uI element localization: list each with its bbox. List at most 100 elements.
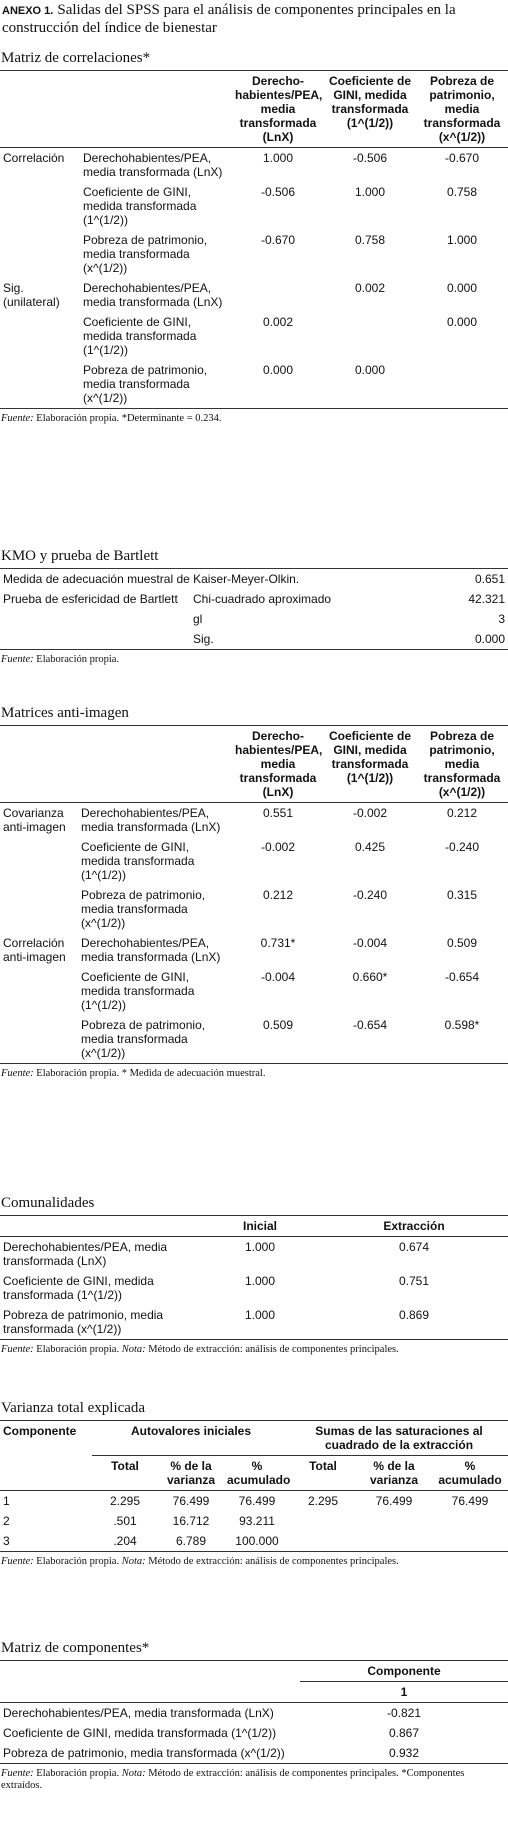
row-label: Correlación anti-imagen	[3, 936, 66, 964]
subcolumn-header: 1	[300, 1681, 508, 1703]
row-label: Coeficiente de GINI, medida transformada…	[81, 840, 195, 882]
footnote-source-label: Fuente:	[1, 1768, 34, 1779]
annex-title: Salidas del SPSS para el análisis de com…	[2, 2, 456, 36]
value-cell: 100.000	[224, 1531, 290, 1552]
value-cell: 1.000	[446, 233, 478, 247]
row-label	[0, 360, 80, 409]
table-section: Matrices anti-imagen Derecho-habientes/PE…	[0, 705, 508, 1084]
footnote-note-label: Nota:	[121, 1768, 146, 1779]
data-table: Derecho-habientes/PEA, media transformad…	[0, 726, 508, 1064]
footnote: Fuente: Elaboración propia. *Determinant…	[0, 409, 508, 429]
table-head: Componente 1	[0, 1661, 508, 1703]
footnote-source-label: Fuente:	[1, 654, 34, 665]
column-header: Autovalores iniciales	[92, 1421, 290, 1456]
column-header: Inicial	[200, 1216, 320, 1237]
table-row: 3.204 6.789 100.000	[0, 1531, 508, 1552]
value-cell: 0.651	[474, 572, 506, 586]
footnote-source: Elaboración propia. *Determinante = 0.23…	[36, 413, 222, 424]
footnote-source-label: Fuente:	[1, 1344, 34, 1355]
value-cell: 0.758	[354, 233, 386, 247]
value-cell: 0.212	[262, 888, 294, 902]
table-row: Sig. 0.000	[0, 629, 508, 650]
value-cell: 0.002	[354, 281, 386, 295]
subheader-row: Total% de la varianza% acumulado Total% d…	[0, 1455, 508, 1491]
table-body: 1 2.295 76.499 76.499 2.295 76.499 76.499 2 .501…	[0, 1491, 508, 1552]
footnote-source-label: Fuente:	[1, 413, 34, 424]
footnote: Fuente: Elaboración propia. Nota: Método…	[0, 1552, 508, 1572]
value-cell	[356, 1511, 432, 1531]
row-label: Derechohabientes/PEA, media transformada…	[81, 936, 221, 964]
table-row: Pobreza de patrimonio, media transformad…	[0, 1743, 508, 1764]
footnote-source-label: Fuente:	[1, 1068, 34, 1079]
subcolumn-header: % de la varianza	[356, 1455, 432, 1491]
value-cell: 0.869	[320, 1305, 508, 1340]
row-label: Pobreza de patrimonio, media transformad…	[78, 1015, 232, 1064]
table-head: Derecho-habientes/PEA, media transformad…	[0, 726, 508, 803]
value-cell: 0.425	[354, 840, 386, 854]
row-label: Sig.	[190, 629, 391, 650]
value-cell: 42.321	[468, 592, 506, 606]
table-row: Coeficiente de GINI, medida transformada…	[0, 312, 508, 360]
empty-header	[0, 71, 80, 148]
value-cell: 2	[3, 1514, 10, 1528]
table-body: Derechohabientes/PEA, media transformada…	[0, 1237, 508, 1340]
data-table: Componente Autovalores iniciales Sumas de …	[0, 1421, 508, 1552]
row-label: Coeficiente de GINI, medida transformada…	[3, 1726, 277, 1740]
row-label: Pobreza de patrimonio, media transformad…	[80, 360, 232, 409]
value-cell: 0.551	[262, 806, 294, 820]
column-header: Extracción	[320, 1216, 508, 1237]
footnote: Fuente: Elaboración propia. Nota: Método…	[0, 1764, 508, 1796]
row-label: Correlación	[3, 151, 65, 165]
header-row: Derecho-habientes/PEA, media transformad…	[0, 726, 508, 803]
value-cell: 0.002	[262, 315, 294, 329]
value-cell: 0.000	[390, 629, 508, 650]
footnote-source: Elaboración propia.	[36, 1768, 120, 1779]
table-row: Pobreza de patrimonio, media transformad…	[0, 1305, 508, 1340]
value-cell: 0.509	[232, 1015, 324, 1064]
value-cell: .204	[92, 1531, 158, 1552]
table-row: Covarianza anti-imagen Derechohabientes/P…	[0, 803, 508, 838]
value-cell	[324, 312, 416, 360]
row-label: gl	[193, 612, 203, 626]
value-cell: 3	[498, 612, 506, 626]
value-cell: 0.000	[232, 360, 324, 409]
table-row: Derechohabientes/PEA, media transformada…	[0, 1237, 508, 1272]
row-label: Coeficiente de GINI, medida transformada…	[83, 185, 197, 227]
value-cell: 1.000	[244, 1274, 276, 1288]
row-label: Coeficiente de GINI, medida transformada…	[81, 970, 195, 1012]
column-header: Pobreza de patrimonio, media transformad…	[416, 71, 508, 148]
value-cell: 0.731*	[260, 936, 296, 950]
empty-header	[0, 1216, 200, 1237]
row-label	[0, 312, 80, 360]
subcolumn-header: Total	[92, 1455, 158, 1491]
table-row: Correlación anti-imagen Derechohabientes/…	[0, 933, 508, 967]
table-row: 2 .501 16.712 93.211	[0, 1511, 508, 1531]
subcolumn-header: % acumulado	[224, 1455, 290, 1491]
table-row: Prueba de esfericidad de Bartlett Chi-cua…	[0, 589, 508, 609]
section-title: Varianza total explicada	[0, 1400, 508, 1421]
row-label	[0, 967, 78, 1015]
table-head: Componente Autovalores iniciales Sumas de …	[0, 1421, 508, 1491]
row-label	[0, 885, 78, 933]
header-row: Componente Autovalores iniciales Sumas de …	[0, 1421, 508, 1456]
footnote-note: Método de extracción: análisis de compon…	[148, 1344, 399, 1355]
value-cell: -0.240	[352, 888, 388, 902]
section-title: Comunalidades	[0, 1195, 508, 1216]
empty-header	[0, 726, 78, 803]
footnote-note-label: Nota:	[121, 1344, 146, 1355]
subheader-row: 1	[0, 1681, 508, 1703]
value-cell	[232, 278, 324, 312]
row-label: Pobreza de patrimonio, media transformad…	[81, 888, 206, 930]
table-body: Medida de adecuación muestral de Kaiser-…	[0, 569, 508, 650]
value-cell: 1.000	[262, 151, 294, 165]
value-cell: -0.002	[260, 840, 296, 854]
value-cell: 1.000	[200, 1305, 320, 1340]
table-section: Comunalidades Inicial Extracción Derechohab…	[0, 1195, 508, 1360]
row-label: Chi-cuadrado aproximado	[193, 592, 332, 606]
footnote: Fuente: Elaboración propia.	[0, 650, 508, 670]
column-header: Componente	[300, 1661, 508, 1682]
empty-header	[80, 71, 232, 148]
section-title: Matriz de correlaciones*	[0, 50, 508, 71]
subcolumn-header: % de la varianza	[158, 1455, 224, 1491]
table-row: Coeficiente de GINI, medida transformada…	[0, 1271, 508, 1305]
